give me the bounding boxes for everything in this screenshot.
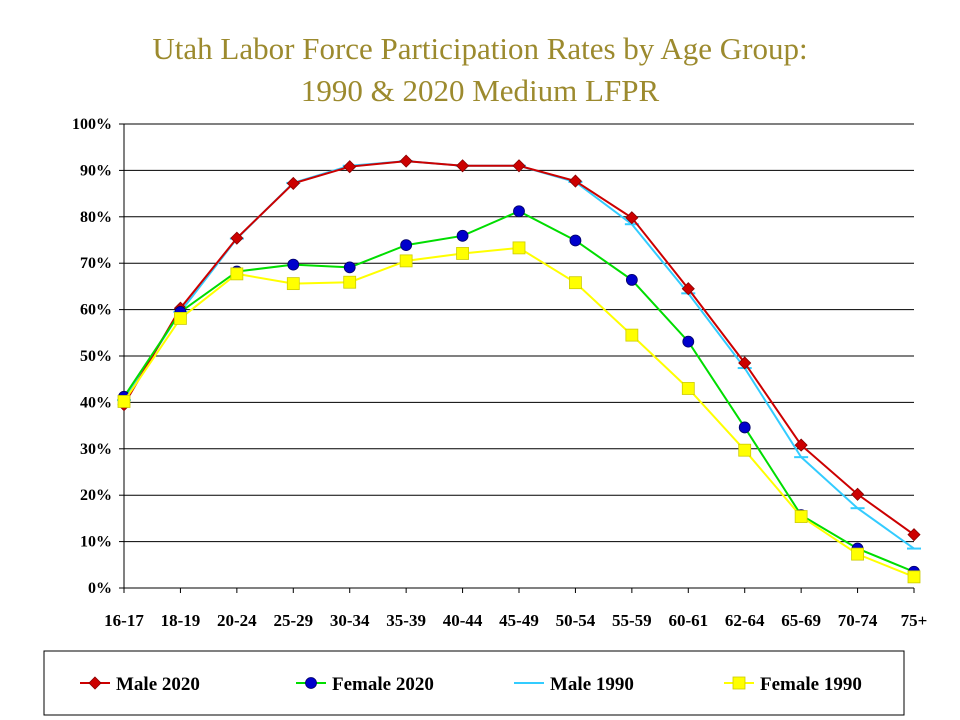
legend-swatch-marker — [88, 676, 102, 690]
data-point — [512, 241, 526, 255]
x-tick-label: 60-61 — [668, 611, 708, 630]
legend-item: Female 2020 — [296, 674, 434, 695]
x-tick-label: 50-54 — [556, 611, 596, 630]
y-tick-label: 50% — [80, 348, 112, 365]
data-point — [794, 510, 808, 523]
y-tick-label: 40% — [80, 394, 112, 411]
y-tick-label: 10% — [80, 534, 112, 551]
y-tick-label: 0% — [88, 580, 112, 597]
y-tick-label: 20% — [80, 487, 112, 504]
x-tick-label: 62-64 — [725, 611, 765, 630]
legend-label: Female 2020 — [332, 674, 434, 695]
x-tick-label: 16-17 — [104, 611, 144, 630]
legend-swatch-marker — [305, 677, 317, 689]
x-tick-label: 70-74 — [838, 611, 878, 630]
y-tick-label: 90% — [80, 162, 112, 179]
data-point — [399, 154, 413, 168]
x-tick-label: 55-59 — [612, 611, 652, 630]
y-tick-label: 30% — [80, 441, 112, 458]
series-female-1990 — [117, 241, 921, 584]
data-point — [738, 356, 752, 370]
gridlines — [124, 123, 914, 543]
data-point — [681, 282, 695, 296]
data-point — [286, 176, 300, 190]
data-point — [907, 570, 921, 584]
chart-title-line2: 1990 & 2020 Medium LFPR — [300, 73, 660, 108]
data-point — [343, 160, 357, 174]
series-line — [123, 246, 915, 578]
data-point — [568, 174, 582, 188]
legend-label: Male 1990 — [550, 674, 634, 695]
x-tick-label: 40-44 — [443, 611, 483, 630]
data-point — [230, 267, 244, 281]
y-tick-label: 60% — [80, 302, 112, 319]
data-point — [681, 382, 695, 395]
data-point — [738, 443, 752, 457]
legend-box — [43, 650, 905, 716]
y-axis: 0% 10% 20% 30% 40% 50% 60% 70% 80% 90% 100% — [72, 116, 125, 597]
data-point — [343, 275, 357, 289]
data-point — [907, 528, 921, 542]
x-tick-label: 75+ — [901, 611, 928, 630]
data-point — [794, 438, 808, 452]
data-point — [343, 261, 356, 274]
data-point — [230, 231, 244, 245]
chart-title-line1: Utah Labor Force Participation Rates by … — [152, 31, 808, 66]
y-tick-label: 100% — [72, 116, 112, 133]
data-point — [399, 254, 413, 268]
data-point — [286, 277, 300, 291]
data-point — [682, 335, 695, 348]
legend-item: Male 2020 — [80, 674, 200, 695]
x-tick-label: 35-39 — [386, 611, 426, 630]
legend-item: Male 1990 — [514, 674, 634, 695]
x-axis: 16-17 18-19 20-24 25-29 30-34 35-39 40-44 45-49… — [104, 587, 928, 630]
legend-label: Male 2020 — [116, 674, 200, 695]
x-tick-label: 45-49 — [499, 611, 539, 630]
series-male-1990 — [117, 160, 921, 550]
data-point — [456, 159, 470, 173]
data-point — [400, 239, 413, 252]
data-point — [287, 258, 300, 271]
data-point — [625, 274, 638, 286]
data-point — [625, 328, 639, 342]
series-layer — [117, 154, 921, 584]
data-point — [456, 229, 469, 242]
data-point — [569, 276, 582, 290]
x-tick-label: 18-19 — [161, 611, 201, 630]
legend-item: Female 1990 — [724, 674, 862, 695]
y-tick-label: 70% — [80, 255, 112, 272]
legend-label: Female 1990 — [760, 674, 862, 695]
data-point — [456, 247, 469, 260]
data-point — [738, 421, 751, 434]
legend-swatch-marker — [732, 676, 746, 690]
x-tick-label: 25-29 — [273, 611, 313, 630]
x-tick-label: 20-24 — [217, 611, 257, 630]
series-line — [123, 160, 915, 550]
data-point — [512, 159, 526, 173]
x-tick-label: 30-34 — [330, 611, 370, 630]
data-point — [117, 395, 131, 408]
data-point — [625, 211, 639, 225]
y-tick-label: 80% — [80, 209, 112, 226]
chart-title: Utah Labor Force Participation Rates by … — [0, 28, 960, 112]
data-point — [851, 547, 864, 561]
legend: Male 2020 Female 2020 Male 1990 Female 1990 — [43, 650, 905, 716]
data-point — [851, 487, 865, 501]
data-point — [569, 234, 582, 247]
data-point — [513, 205, 525, 218]
x-tick-label: 65-69 — [781, 611, 821, 630]
data-point — [174, 312, 187, 325]
